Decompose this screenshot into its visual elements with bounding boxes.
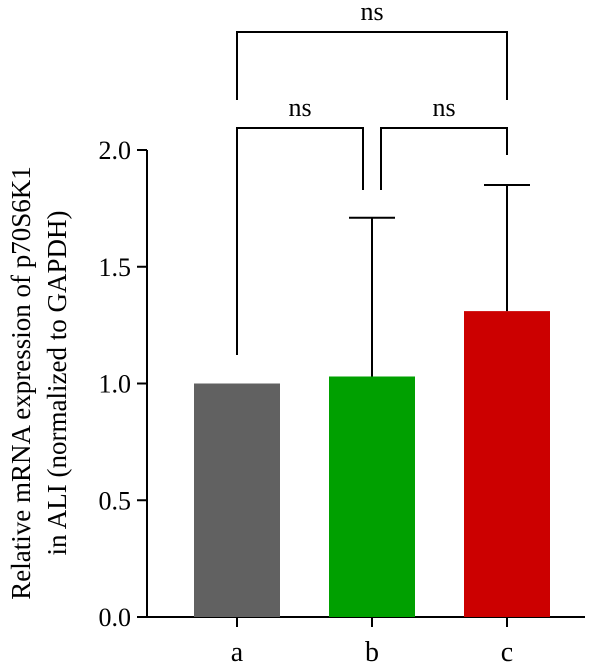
significance-label: ns [288,93,311,122]
y-tick-label: 1.0 [99,370,132,399]
significance-bracket [236,31,508,100]
y-axis-label-line: in ALI (normalized to GAPDH) [42,211,72,556]
y-tick-label: 0.0 [99,603,132,632]
bar-a [194,383,280,617]
y-tick-label: 0.5 [99,486,132,515]
significance-label: ns [432,93,455,122]
plot-area: 0.0 0.5 1.0 1.5 2.0 a b c ns ns ns [99,0,585,668]
significance-label: ns [360,0,383,26]
y-tick-label: 1.5 [99,253,132,282]
x-tick-label-a: a [231,637,244,668]
significance-bracket [236,127,364,355]
y-axis-label: Relative mRNA expression of p70S6K1 in AL… [6,166,72,599]
y-tick-label: 2.0 [99,136,132,165]
significance-bracket [380,127,508,190]
y-axis-label-line: Relative mRNA expression of p70S6K1 [6,166,36,599]
bar-b [329,376,415,617]
bar-c [464,311,550,617]
x-tick-label-c: c [501,637,513,668]
x-tick-label-b: b [365,637,379,668]
